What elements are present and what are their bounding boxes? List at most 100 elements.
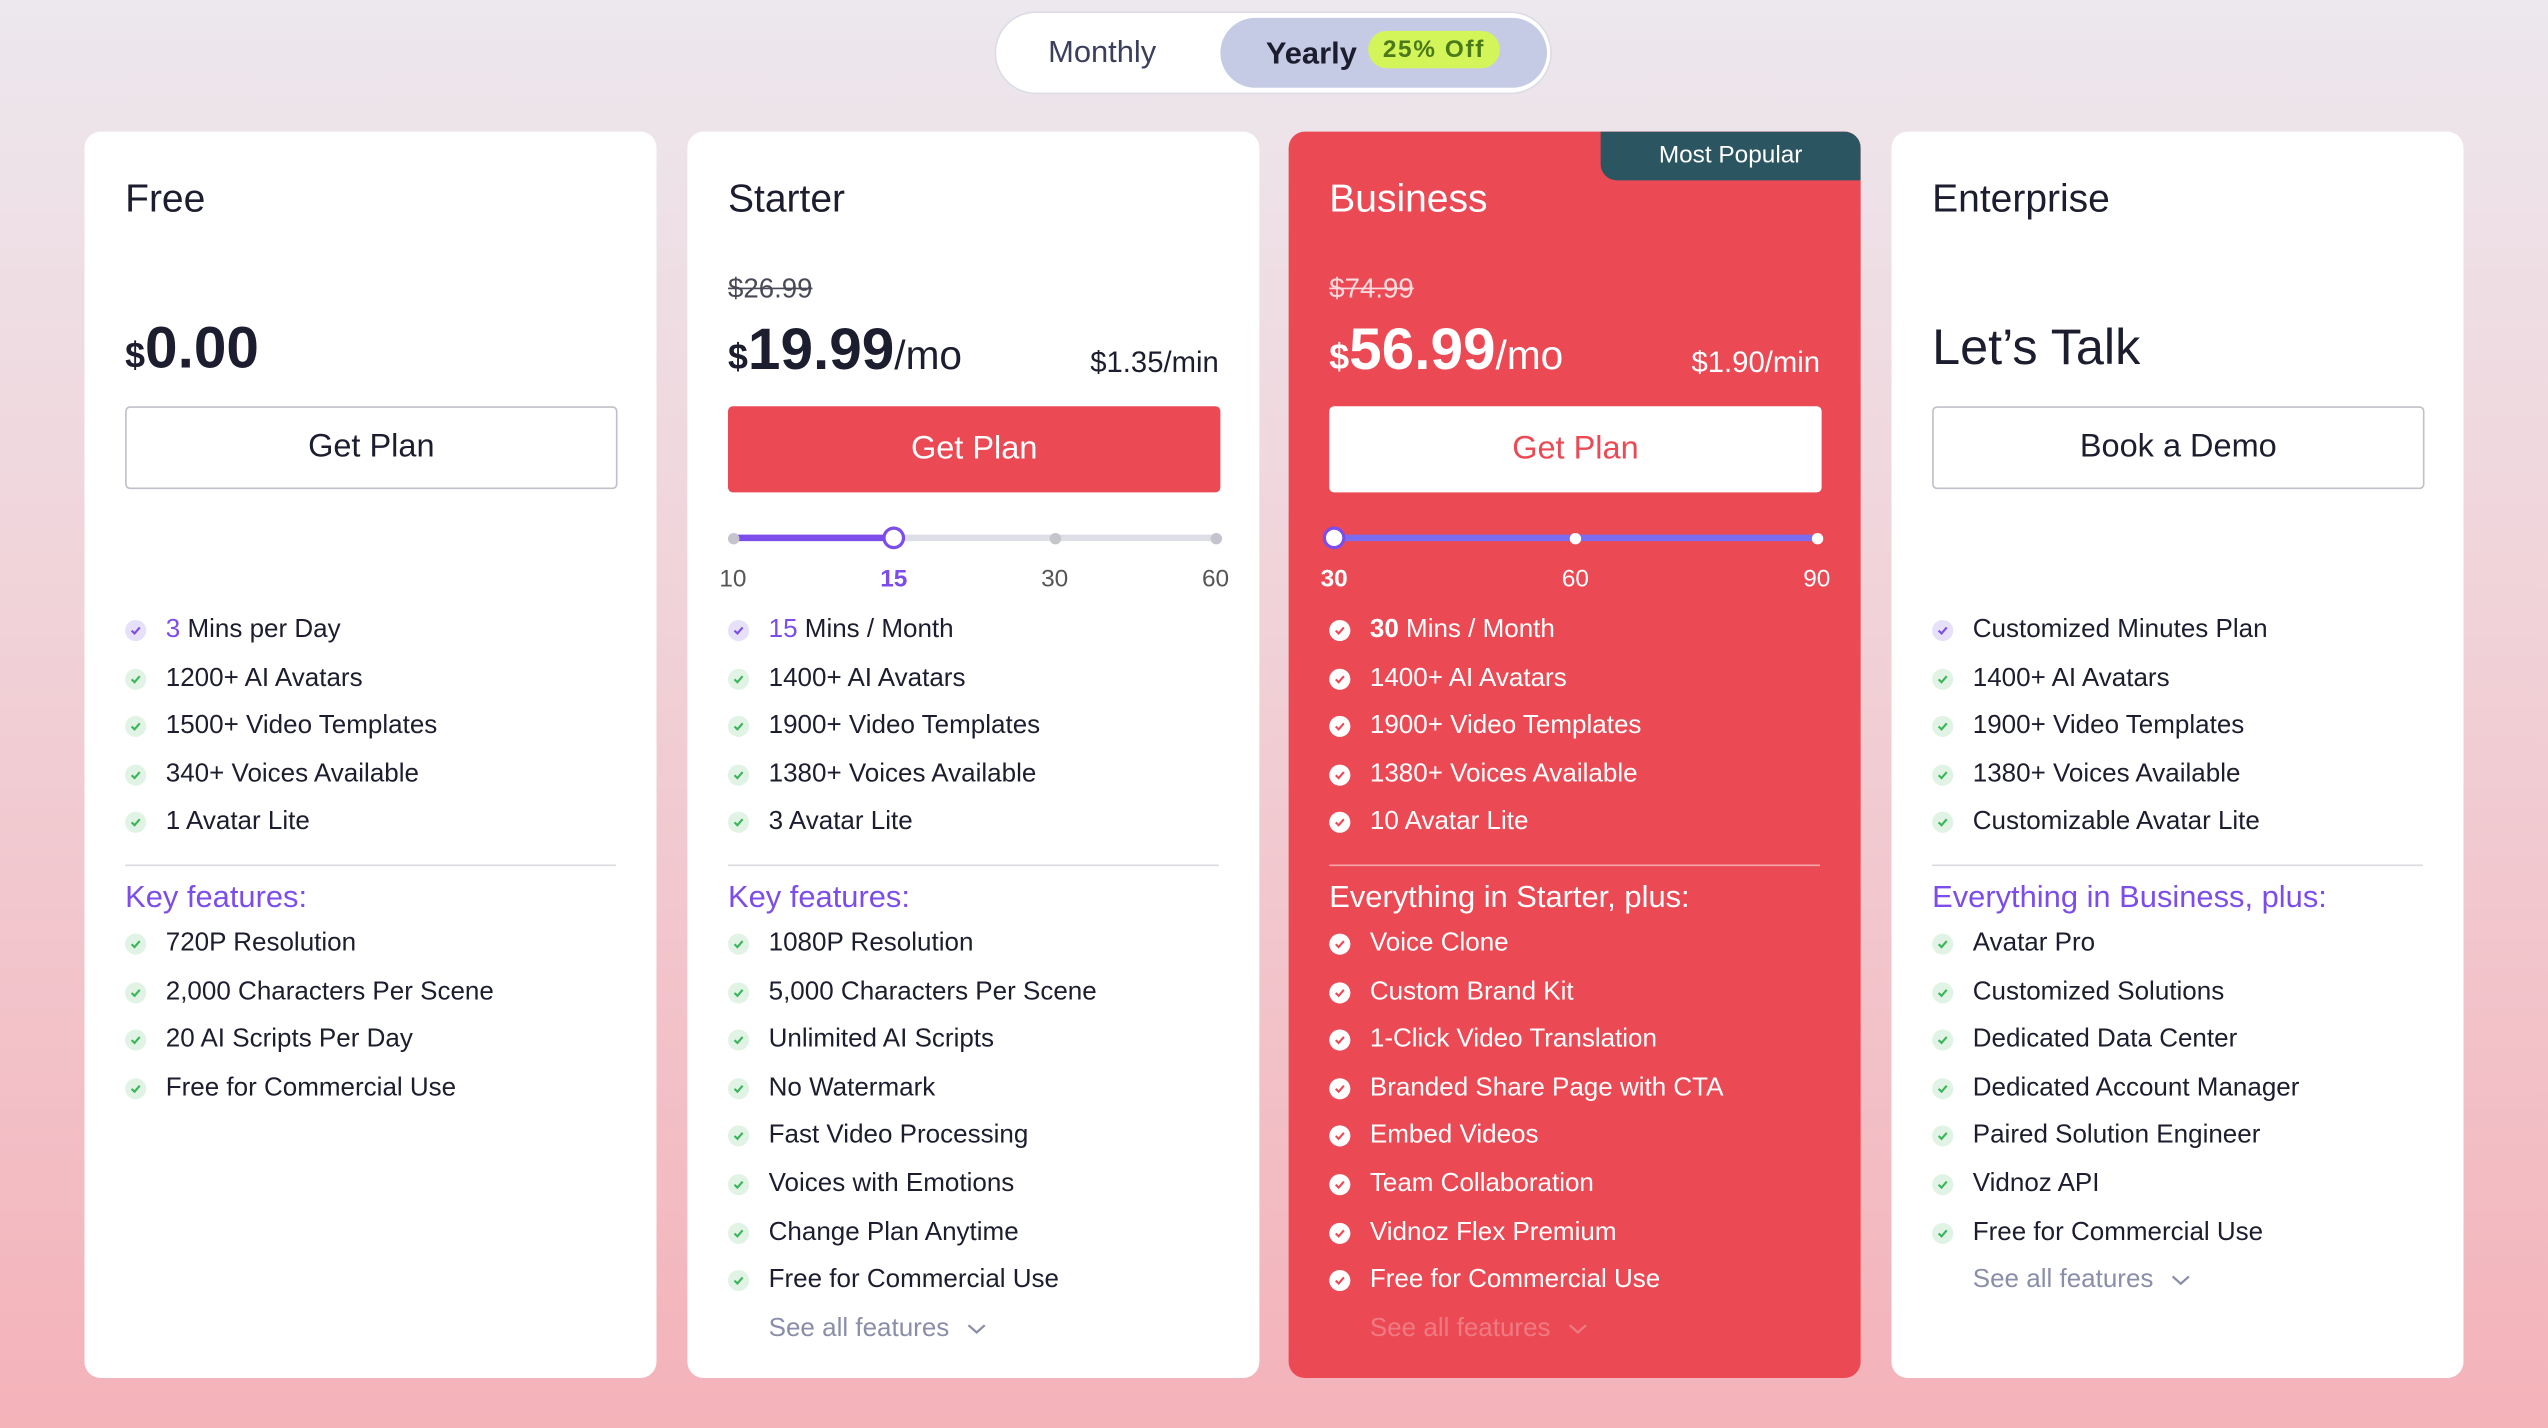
- check-icon: [728, 1077, 750, 1099]
- feature: 3 Mins per Day: [166, 616, 341, 645]
- check-icon: [728, 1125, 750, 1148]
- amount: 56.99: [1349, 315, 1496, 382]
- check-mark: [1335, 940, 1345, 949]
- check-mark: [130, 940, 141, 949]
- check-mark: [130, 1036, 141, 1045]
- feature-highlight: 3: [165, 615, 181, 644]
- per-minute: $1.90/min: [1691, 346, 1820, 379]
- check-icon: [1329, 1029, 1351, 1051]
- slider-stop: [727, 532, 739, 544]
- feature-highlight: 30: [1369, 615, 1399, 644]
- slider-label: 30: [1320, 565, 1348, 594]
- plan-button[interactable]: Get Plan: [1329, 406, 1822, 493]
- check-icon: [125, 812, 147, 834]
- feature: 30 Mins / Month: [1370, 616, 1555, 645]
- plan-card: Enterprise Let’s Talk Book a Demo Customize…: [1891, 131, 2464, 1378]
- check-mark: [733, 1180, 744, 1190]
- check-mark: [1335, 819, 1345, 828]
- check-mark: [733, 1132, 744, 1141]
- see-all-link[interactable]: See all features: [1370, 1314, 1587, 1343]
- check-icon: [1932, 619, 1954, 642]
- minutes-slider[interactable]: [727, 526, 1222, 550]
- check-mark: [1335, 771, 1345, 780]
- key-feature: Vidnoz Flex Premium: [1369, 1218, 1617, 1246]
- check-mark: [1937, 1036, 1948, 1045]
- check-icon: [125, 668, 147, 690]
- slider-label: 60: [1561, 565, 1589, 594]
- check-mark: [1335, 674, 1345, 684]
- key-feature: Dedicated Account Manager: [1972, 1073, 2300, 1102]
- see-all-link[interactable]: See all features: [1973, 1266, 2190, 1295]
- check-mark: [130, 771, 141, 780]
- check-icon: [1932, 812, 1954, 834]
- check-icon: [1932, 1077, 1954, 1099]
- slider-label: 60: [1201, 565, 1230, 594]
- minutes-slider[interactable]: [1322, 526, 1823, 550]
- check-icon: [125, 1029, 147, 1051]
- unit: /mo: [894, 333, 963, 379]
- plan-card: Starter $26.99 $19.99/mo $1.35/min Get Plan 1…: [687, 131, 1260, 1378]
- chevron: [1568, 1324, 1587, 1334]
- plan-button[interactable]: Book a Demo: [1932, 406, 2425, 490]
- divider: [125, 864, 616, 867]
- check-icon: [1329, 812, 1351, 834]
- check-mark: [733, 1036, 744, 1045]
- check-icon: [1329, 1077, 1351, 1099]
- key-feature: Change Plan Anytime: [768, 1218, 1019, 1246]
- check-icon: [125, 619, 147, 642]
- monthly-option[interactable]: Monthly: [1048, 35, 1157, 70]
- key-feature: 2,000 Characters Per Scene: [165, 977, 494, 1006]
- discount-badge: 25% Off: [1368, 30, 1500, 69]
- plan-button[interactable]: Get Plan: [728, 406, 1221, 493]
- check-icon: [1329, 981, 1351, 1003]
- plan-name: Starter: [728, 177, 846, 221]
- check-icon: [125, 981, 147, 1003]
- currency: $: [125, 334, 146, 376]
- check-icon: [728, 668, 750, 690]
- yearly-label: Yearly: [1265, 37, 1357, 72]
- check-mark: [733, 722, 744, 732]
- feature-text: Mins / Month: [1406, 615, 1555, 644]
- key-feature: 20 AI Scripts Per Day: [165, 1025, 413, 1054]
- slider-knob: [1322, 526, 1346, 550]
- feature: 1400+ AI Avatars: [1369, 663, 1567, 692]
- feature: 1200+ AI Avatars: [165, 663, 363, 692]
- per-minute: $1.35/min: [1090, 346, 1219, 379]
- see-all-text: See all features: [1369, 1314, 1551, 1342]
- see-all-link[interactable]: See all features: [769, 1314, 986, 1343]
- check-mark: [1335, 1084, 1345, 1093]
- key-feature: Fast Video Processing: [768, 1121, 1029, 1150]
- plan-button[interactable]: Get Plan: [125, 406, 618, 490]
- slider-label: 15: [880, 565, 908, 594]
- check-icon: [125, 764, 147, 786]
- check-mark: [1937, 940, 1948, 949]
- yearly-option[interactable]: Yearly 25% Off: [1220, 17, 1547, 88]
- feature: 1900+ Video Templates: [768, 712, 1041, 740]
- key-feature: No Watermark: [768, 1073, 936, 1102]
- check-mark: [1937, 626, 1948, 635]
- slider-knob: [882, 526, 906, 550]
- check-icon: [728, 812, 750, 834]
- key-feature: Paired Solution Engineer: [1972, 1121, 2261, 1150]
- chevron: [967, 1324, 985, 1334]
- price: $19.99/mo: [728, 315, 962, 383]
- check-icon: [728, 764, 750, 786]
- check-mark: [733, 988, 744, 997]
- key-feature: Unlimited AI Scripts: [768, 1025, 995, 1054]
- feature: 1900+ Video Templates: [1972, 712, 2245, 740]
- slider-stop: [1569, 532, 1582, 544]
- check-mark: [1937, 674, 1948, 684]
- feature: 1380+ Voices Available: [1369, 760, 1638, 788]
- chevron: [2171, 1275, 2190, 1286]
- price: $0.00: [125, 314, 259, 382]
- check-mark: [130, 988, 141, 997]
- check-icon: [125, 716, 147, 738]
- check-mark: [1335, 1180, 1345, 1190]
- divider: [728, 864, 1219, 867]
- key-feature: Vidnoz API: [1972, 1170, 2100, 1198]
- feature: 10 Avatar Lite: [1369, 808, 1529, 836]
- price-text: Let’s Talk: [1932, 318, 2141, 376]
- feature: 15 Mins / Month: [769, 616, 954, 645]
- billing-toggle: Monthly Yearly 25% Off: [994, 11, 1552, 95]
- check-icon: [728, 933, 750, 955]
